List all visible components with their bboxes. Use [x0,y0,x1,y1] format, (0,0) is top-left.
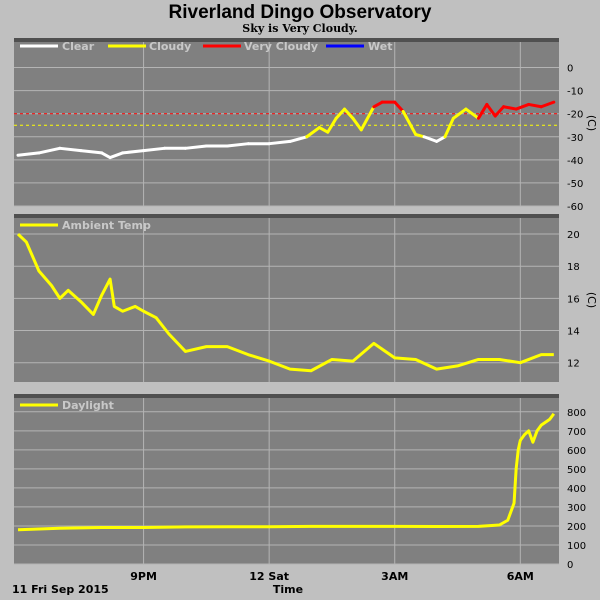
y-tick-label: 18 [567,262,580,273]
y-tick-label: 0 [567,64,573,75]
x-tick-label: 6AM [507,570,534,583]
legend-label-daylight: Daylight [62,399,114,412]
sky-series-segment [393,100,405,113]
sky-series-segment [464,107,480,120]
x-axis-ticks: 9PM 12 Sat 3AM 6AM [130,570,534,583]
sky-series-segment [351,116,363,132]
daylight-panel-bar [14,394,559,398]
sky-series-segment [100,151,112,160]
legend-label-clear: Clear [62,40,95,53]
x-axis-date-label: 11 Fri Sep 2015 [12,583,109,596]
sky-series-segment [142,146,167,153]
sky-series-segment [326,116,338,134]
y-tick-label: -10 [567,87,583,98]
sky-grid [14,42,559,207]
sky-series-segment [443,116,455,139]
ambient-y-ticks: 20 18 16 14 12 [567,230,580,370]
sky-series-segment [493,105,506,118]
sky-series-segment [401,109,418,136]
y-tick-label: 500 [567,465,586,476]
y-tick-label: 0 [567,560,573,571]
sky-y-ticks: 0 -10 -20 -30 -40 -50 -60 [567,64,583,213]
y-tick-label: -20 [567,110,583,121]
ambient-legend: Ambient Temp [20,219,151,232]
y-tick-label: 12 [567,359,580,370]
sky-series-segment [183,144,208,150]
sky-series-segment [539,100,556,109]
sky-series-segment [476,102,489,120]
daylight-legend: Daylight [20,399,114,412]
sky-series-segment [502,105,518,111]
sky-panel: 0 -10 -20 -30 -40 -50 -60 Clear Cloudy Very Cl… [14,38,598,213]
ambient-panel-bg [14,216,559,382]
sky-series-segment [267,139,292,146]
sky-threshold-lines [14,113,559,126]
sky-series-segment [108,151,125,160]
x-axis-title: Time [273,583,303,596]
sky-series-segment [343,107,355,120]
x-tick-label: 12 Sat [249,570,289,583]
y-tick-label: 100 [567,541,586,552]
y-tick-label: 700 [567,427,586,438]
daylight-line [17,412,556,532]
ambient-panel-bar [14,214,559,218]
sky-series-segment [527,102,543,109]
sky-series-segment [359,105,376,132]
legend-label-very-cloudy: Very Cloudy [244,40,318,53]
sky-series-segment [288,135,309,143]
y-tick-label: -40 [567,156,583,167]
sky-series-segment [58,146,83,153]
y-tick-label: 20 [567,230,580,241]
y-tick-label: 200 [567,522,586,533]
y-tick-label: 14 [567,327,580,338]
x-tick-label: 3AM [381,570,408,583]
sky-series-segment [485,102,497,118]
daylight-panel-bg [14,396,559,564]
ambient-series [16,232,554,373]
legend-label-cloudy: Cloudy [149,40,191,53]
y-tick-label: -30 [567,133,583,144]
sky-series-segment [334,107,347,120]
daylight-series [17,412,556,532]
ambient-temp-line [16,232,554,373]
sky-series-segment [305,126,321,139]
sky-unit-label: (C) [585,115,598,131]
ambient-unit-label: (C) [585,292,598,308]
sky-series [16,100,556,160]
sky-series-segment [79,149,104,155]
sky-legend: Clear Cloudy Very Cloudy Wet [20,40,392,53]
legend-label-wet: Wet [368,40,392,53]
ambient-panel: 20 18 16 14 12 Ambient Temp (C) [14,214,598,382]
y-tick-label: 300 [567,503,586,514]
y-tick-label: -50 [567,179,583,190]
daylight-grid [14,398,559,565]
y-tick-label: 800 [567,408,586,419]
y-tick-label: -60 [567,202,583,213]
y-tick-label: 16 [567,294,580,305]
sky-panel-bg [14,40,559,206]
sky-series-segment [16,151,41,157]
sky-series-segment [317,126,330,134]
sky-series-segment [37,146,62,155]
sky-series-segment [514,102,531,111]
sky-series-segment [435,135,447,143]
sky-panel-bar [14,38,559,42]
x-tick-label: 9PM [130,570,157,583]
sky-series-segment [372,100,384,109]
daylight-y-ticks: 800 700 600 500 400 300 200 100 0 [567,408,586,571]
sky-series-segment [451,107,468,120]
sky-series-segment [121,149,146,155]
sky-series-segment [225,142,250,148]
y-tick-label: 400 [567,484,586,495]
sky-series-segment [422,135,439,143]
page-subtitle: Sky is Very Cloudy. [242,22,357,35]
page-title: Riverland Dingo Observatory [169,2,432,23]
y-tick-label: 600 [567,446,586,457]
legend-label-ambient: Ambient Temp [62,219,151,232]
daylight-panel: 800 700 600 500 400 300 200 100 0 Daylight [14,394,586,571]
